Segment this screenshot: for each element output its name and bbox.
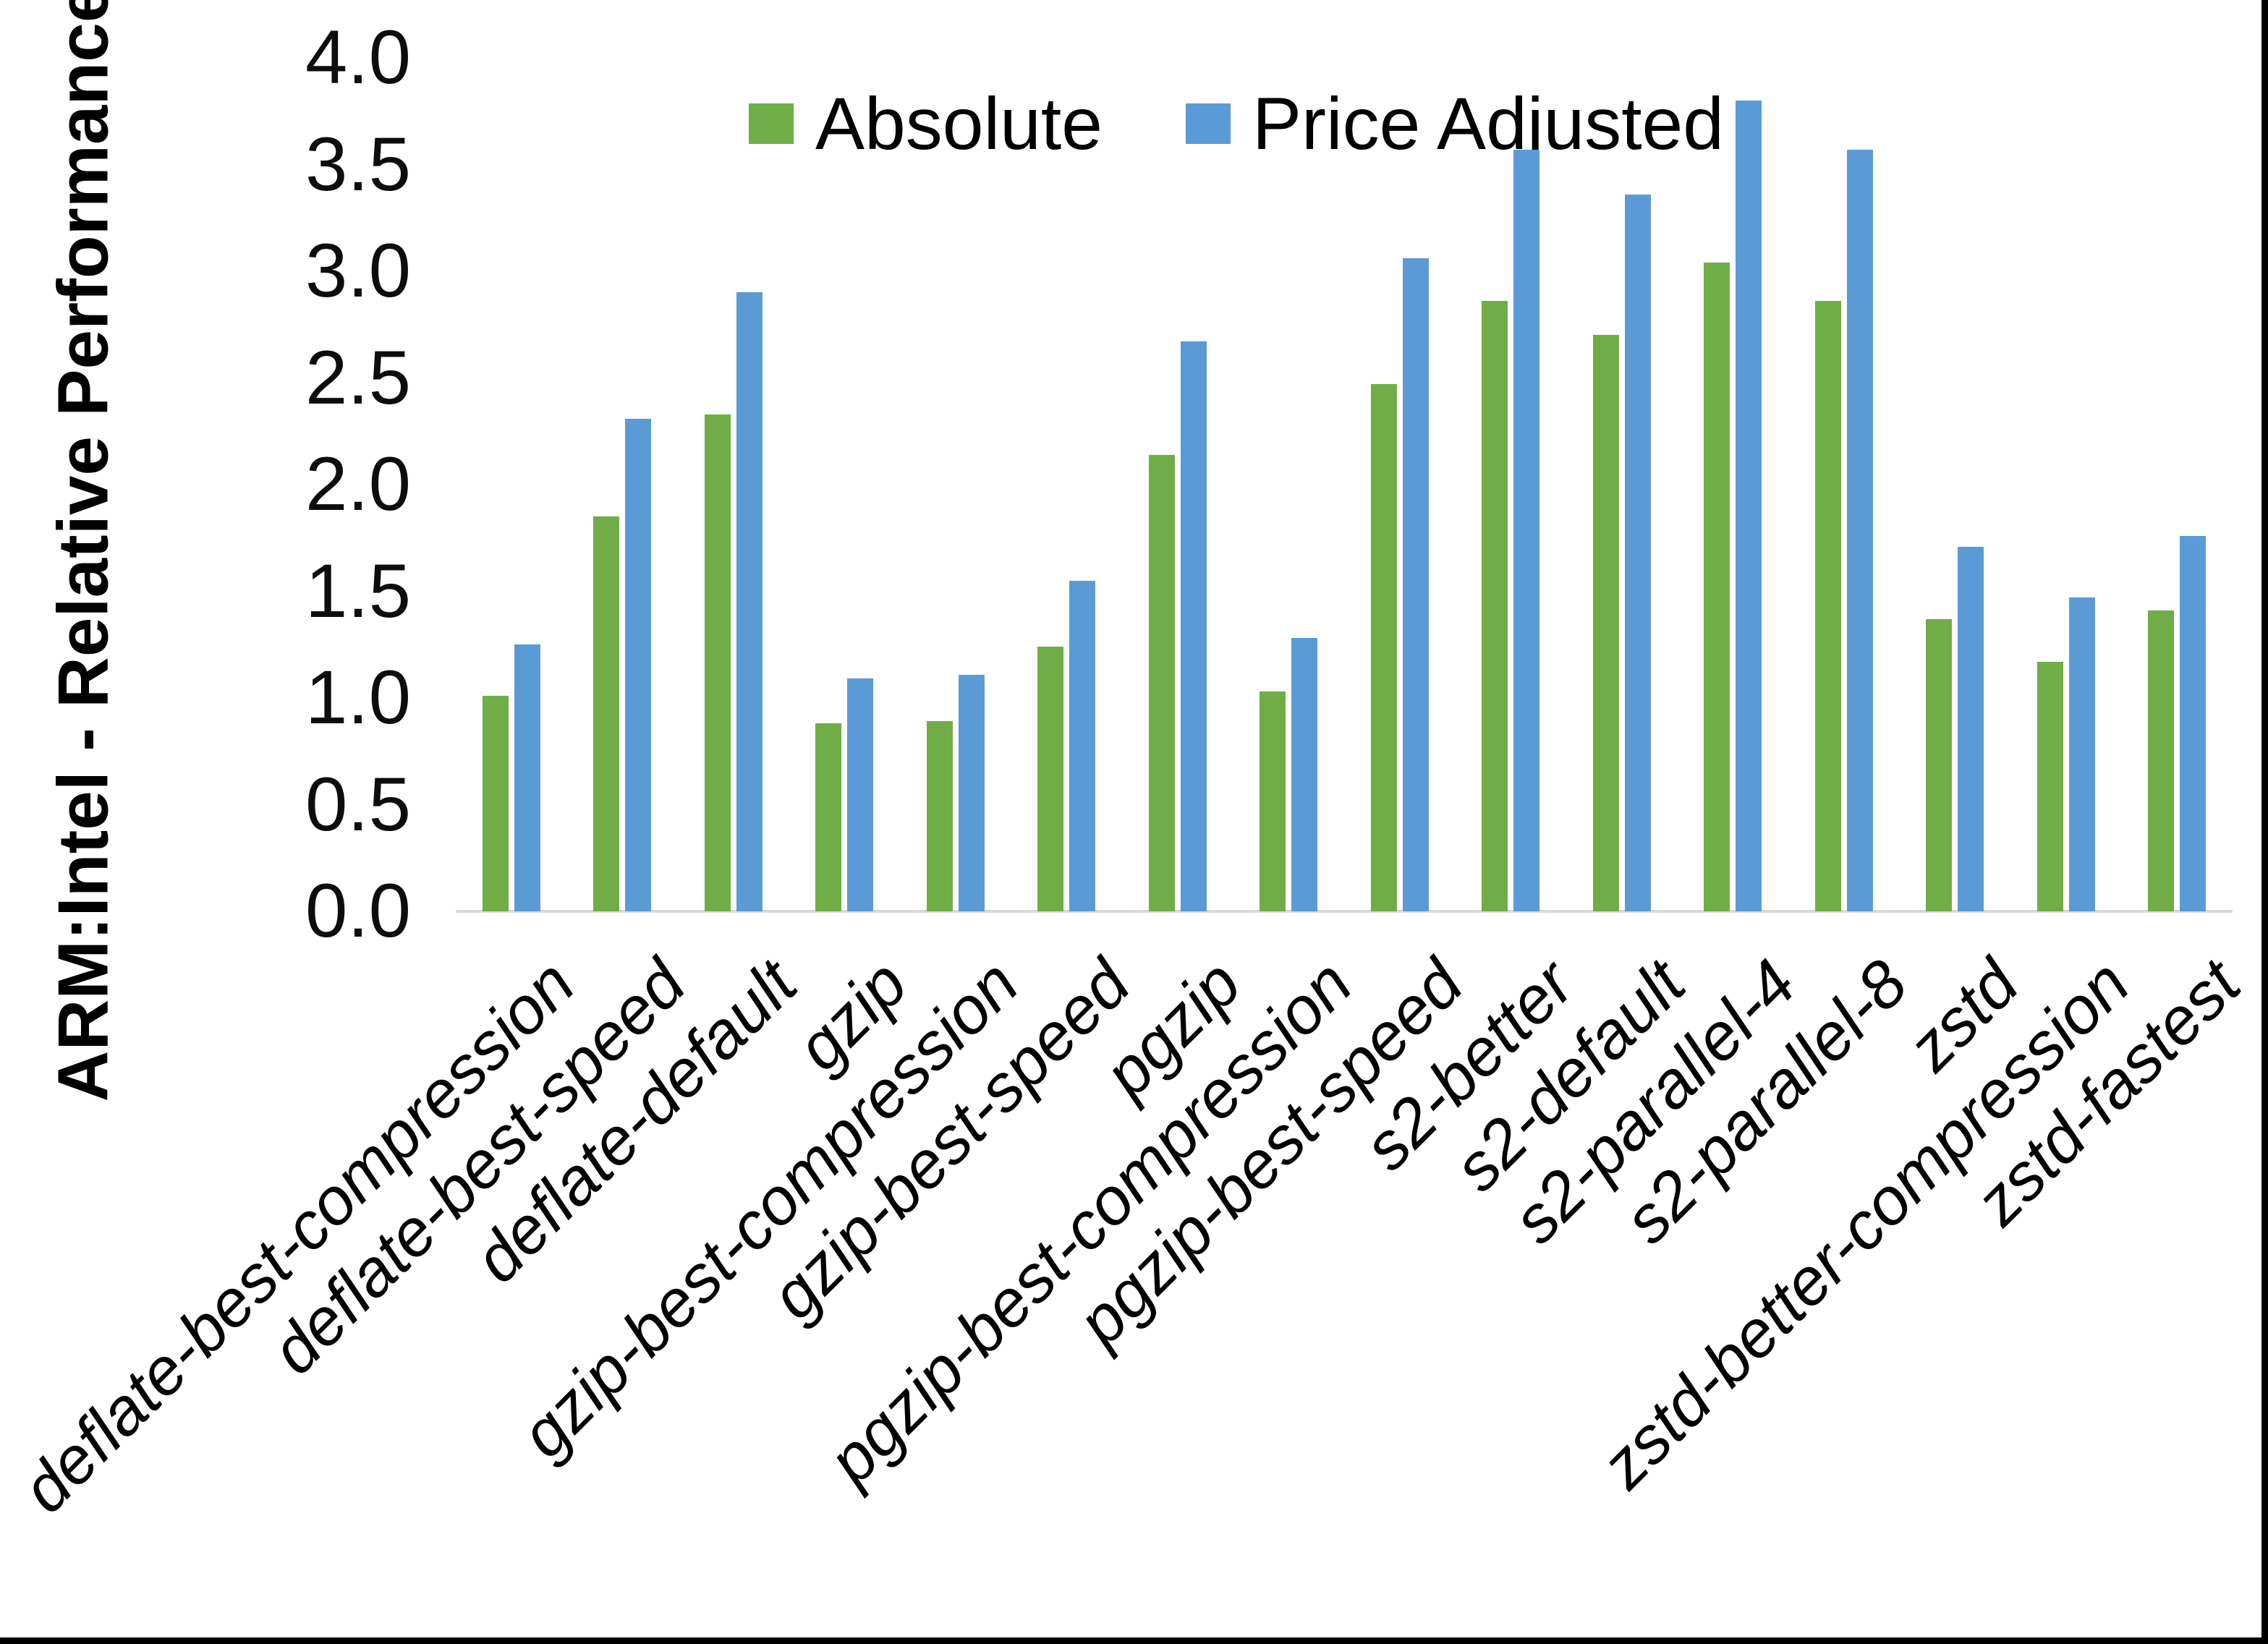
- bar-absolute-s2-better: [1482, 301, 1508, 911]
- bar-price-adjusted-deflate-best-compression: [514, 644, 540, 911]
- y-tick-label-3.5: 3.5: [305, 122, 411, 207]
- y-tick-label-2.0: 2.0: [305, 442, 411, 527]
- legend-item-price-adjusted: Price Adjusted: [1185, 82, 1724, 165]
- legend: Absolute Price Adjusted: [749, 87, 1724, 161]
- screenshot-border-right: [2261, 0, 2268, 1644]
- bar-absolute-zstd-fastest: [2148, 610, 2174, 911]
- bar-price-adjusted-zstd: [1958, 547, 1984, 911]
- bar-price-adjusted-s2-parallel-8: [1847, 150, 1873, 911]
- bar-price-adjusted-pgzip-best-compression: [1291, 638, 1317, 911]
- bar-price-adjusted-zstd-fastest: [2180, 536, 2206, 911]
- y-tick-label-1.0: 1.0: [305, 655, 411, 740]
- bar-price-adjusted-s2-default: [1625, 195, 1651, 911]
- x-axis-line: [456, 910, 2233, 913]
- legend-swatch-icon: [749, 103, 794, 144]
- bar-absolute-gzip-best-compression: [927, 721, 953, 911]
- bar-price-adjusted-gzip-best-compression: [959, 675, 985, 911]
- bar-absolute-pgzip: [1149, 455, 1175, 911]
- y-tick-label-0.5: 0.5: [305, 762, 411, 847]
- legend-label: Price Adjusted: [1252, 82, 1724, 165]
- legend-swatch-icon: [1185, 103, 1231, 144]
- bar-absolute-deflate-best-speed: [593, 516, 619, 911]
- bar-absolute-pgzip-best-speed: [1371, 384, 1397, 911]
- y-tick-label-0.0: 0.0: [305, 869, 411, 953]
- bar-price-adjusted-deflate-best-speed: [625, 419, 651, 911]
- y-tick-label-2.5: 2.5: [305, 335, 411, 420]
- bar-absolute-s2-parallel-8: [1815, 301, 1841, 911]
- bar-price-adjusted-s2-better: [1513, 150, 1539, 911]
- legend-item-absolute: Absolute: [749, 87, 1103, 161]
- bar-price-adjusted-pgzip: [1181, 341, 1207, 911]
- y-tick-label-1.5: 1.5: [305, 548, 411, 634]
- bar-absolute-deflate-default: [705, 414, 731, 911]
- bar-price-adjusted-deflate-default: [736, 292, 763, 911]
- bar-price-adjusted-gzip: [847, 678, 873, 911]
- legend-label: Absolute: [815, 82, 1103, 165]
- bar-absolute-deflate-best-compression: [483, 696, 509, 911]
- bar-price-adjusted-gzip-best-speed: [1069, 581, 1095, 911]
- bar-absolute-pgzip-best-compression: [1260, 691, 1286, 911]
- bar-price-adjusted-s2-parallel-4: [1736, 101, 1762, 911]
- bar-price-adjusted-pgzip-best-speed: [1403, 258, 1429, 911]
- bar-absolute-s2-default: [1593, 335, 1619, 911]
- bar-absolute-s2-parallel-4: [1704, 263, 1730, 911]
- y-tick-label-3.0: 3.0: [305, 229, 411, 313]
- bar-absolute-zstd: [1926, 619, 1952, 911]
- screenshot-border-bottom: [0, 1637, 2268, 1644]
- bar-price-adjusted-zstd-better-compression: [2069, 597, 2095, 911]
- y-tick-label-4.0: 4.0: [305, 15, 411, 100]
- bar-absolute-zstd-better-compression: [2037, 662, 2063, 911]
- bar-absolute-gzip-best-speed: [1037, 647, 1063, 911]
- bar-absolute-gzip: [815, 723, 841, 911]
